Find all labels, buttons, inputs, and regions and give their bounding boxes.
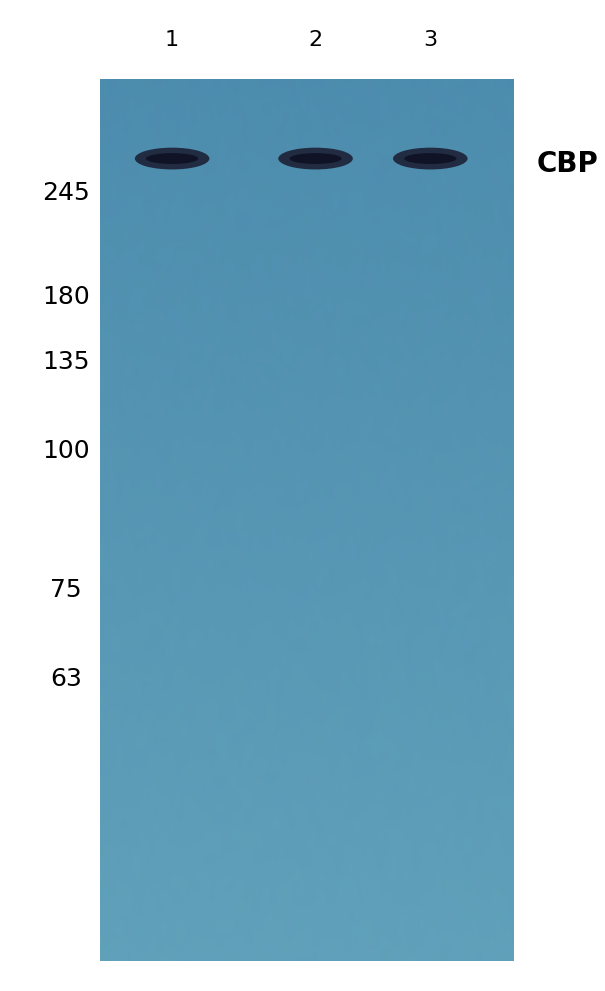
Text: 3: 3: [424, 30, 437, 50]
Text: 2: 2: [309, 30, 322, 50]
Text: 100: 100: [42, 439, 90, 463]
Ellipse shape: [278, 148, 353, 169]
Ellipse shape: [393, 148, 468, 169]
Text: 180: 180: [42, 285, 90, 309]
Text: 135: 135: [42, 350, 90, 374]
Text: 63: 63: [50, 667, 82, 691]
Text: 1: 1: [165, 30, 179, 50]
Ellipse shape: [135, 148, 209, 169]
Ellipse shape: [146, 153, 198, 165]
Text: 245: 245: [42, 181, 90, 205]
Ellipse shape: [289, 153, 342, 165]
Ellipse shape: [404, 153, 456, 165]
Text: 75: 75: [50, 578, 82, 602]
Text: CBP: CBP: [537, 150, 598, 177]
